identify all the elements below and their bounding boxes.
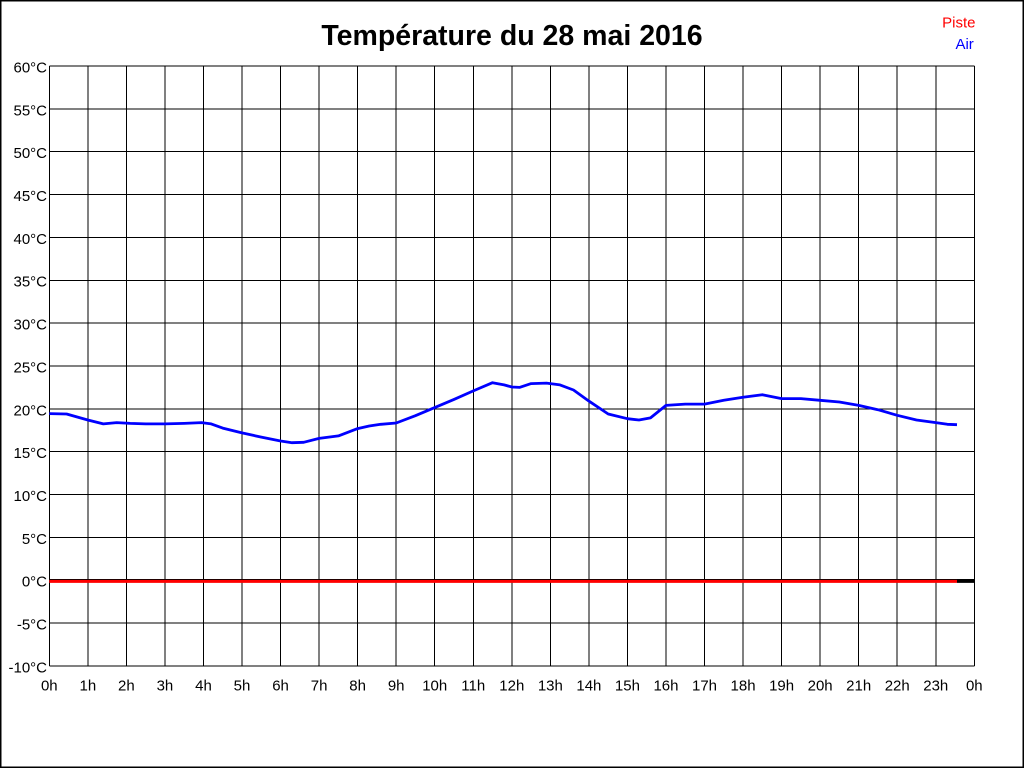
svg-text:11h: 11h <box>461 677 485 694</box>
svg-text:2h: 2h <box>118 677 135 694</box>
svg-text:1h: 1h <box>79 677 96 694</box>
svg-text:16h: 16h <box>653 677 678 694</box>
svg-text:23h: 23h <box>923 677 948 694</box>
svg-text:45°C: 45°C <box>13 188 47 205</box>
svg-text:60°C: 60°C <box>13 59 47 76</box>
svg-text:30°C: 30°C <box>13 317 47 334</box>
svg-text:4h: 4h <box>195 677 212 694</box>
svg-text:22h: 22h <box>885 677 910 694</box>
svg-text:3h: 3h <box>157 677 174 694</box>
svg-text:6h: 6h <box>272 677 289 694</box>
svg-text:5°C: 5°C <box>22 531 47 548</box>
svg-text:17h: 17h <box>692 677 717 694</box>
svg-text:-10°C: -10°C <box>8 659 47 676</box>
svg-text:20°C: 20°C <box>13 402 47 419</box>
svg-text:25°C: 25°C <box>13 359 47 376</box>
svg-text:50°C: 50°C <box>13 145 47 162</box>
svg-text:10°C: 10°C <box>13 488 47 505</box>
svg-text:10h: 10h <box>422 677 447 694</box>
svg-text:-5°C: -5°C <box>17 617 47 634</box>
svg-text:15°C: 15°C <box>13 445 47 462</box>
svg-text:18h: 18h <box>731 677 756 694</box>
svg-text:35°C: 35°C <box>13 274 47 291</box>
svg-text:Air: Air <box>955 36 973 53</box>
svg-text:12h: 12h <box>499 677 524 694</box>
svg-text:5h: 5h <box>234 677 251 694</box>
svg-text:21h: 21h <box>846 677 871 694</box>
svg-text:20h: 20h <box>808 677 833 694</box>
svg-text:55°C: 55°C <box>13 102 47 119</box>
svg-text:8h: 8h <box>349 677 366 694</box>
svg-text:40°C: 40°C <box>13 231 47 248</box>
svg-text:Piste: Piste <box>942 15 975 32</box>
svg-text:13h: 13h <box>538 677 563 694</box>
svg-text:14h: 14h <box>576 677 601 694</box>
svg-text:19h: 19h <box>769 677 794 694</box>
svg-text:0°C: 0°C <box>22 574 47 591</box>
svg-text:0h: 0h <box>966 677 983 694</box>
svg-text:0h: 0h <box>41 677 58 694</box>
svg-text:15h: 15h <box>615 677 640 694</box>
svg-text:9h: 9h <box>388 677 405 694</box>
svg-text:Température du 28 mai 2016: Température du 28 mai 2016 <box>321 20 702 52</box>
svg-text:7h: 7h <box>311 677 328 694</box>
